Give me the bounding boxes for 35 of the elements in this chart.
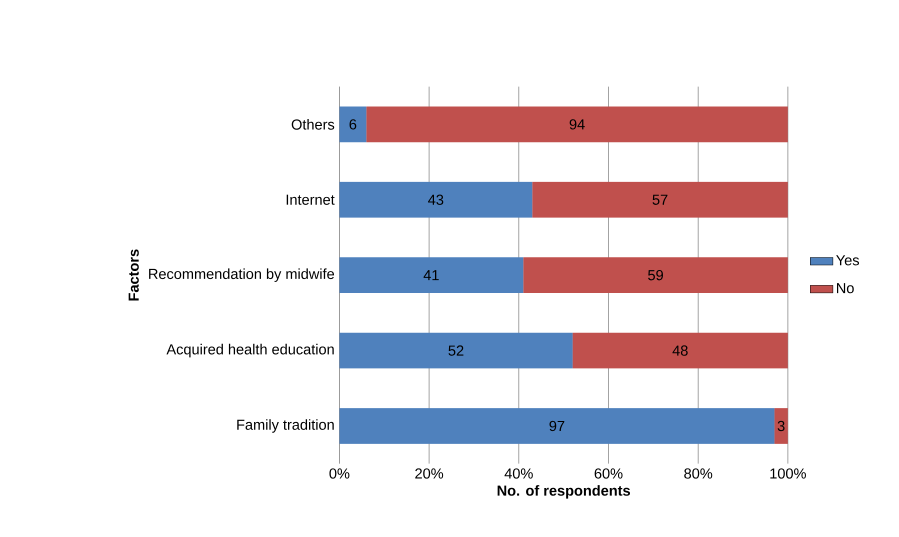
bar [523,257,788,293]
x-tick-label: 20% [415,468,444,479]
y-tick-label: Recommendation by midwife [149,268,334,282]
x-tick-label: 0% [329,468,350,479]
data-label: 41 [424,270,439,280]
data-label: 3 [778,420,785,432]
y-tick-label: Acquired health education [166,344,334,358]
bar [774,408,788,444]
bar [339,106,366,142]
y-axis-title: Factors [128,249,139,300]
legend-label: Yes [836,255,860,266]
bar [532,182,788,218]
x-tick-label: 100% [770,468,806,479]
y-tick-label: Others [292,118,334,130]
y-tick-label: Internet [286,194,335,205]
data-label: 94 [570,119,585,130]
x-tick-label: 80% [684,468,712,479]
bar [366,106,788,142]
x-tick-label: 60% [594,468,623,479]
y-tick-label: Family tradition [237,419,334,433]
data-label: 43 [428,194,444,205]
bar [339,257,524,293]
bar [339,182,532,218]
x-axis-title: No. of respondents [498,485,630,499]
bar [339,408,774,444]
bar [572,332,788,368]
data-label: 48 [672,345,688,356]
x-tick-label: 40% [504,468,533,479]
bar [339,332,573,368]
data-label: 57 [652,194,668,205]
data-label: 52 [448,345,464,356]
legend-label: No [837,283,854,294]
data-label: 6 [350,119,356,130]
data-label: 59 [648,270,663,280]
data-label: 97 [550,420,564,432]
